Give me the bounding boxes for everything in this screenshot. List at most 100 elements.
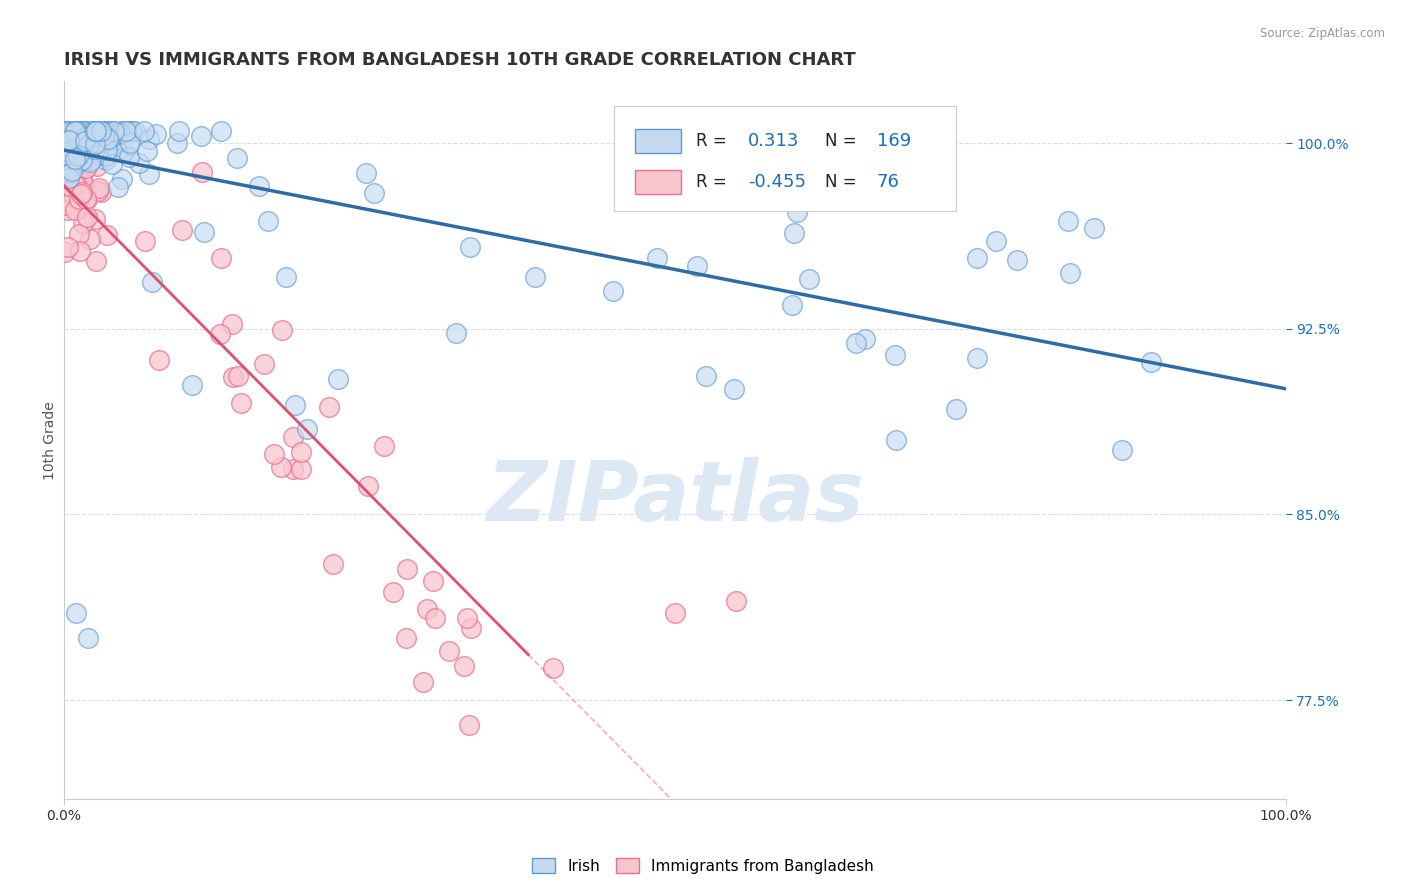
Point bbox=[58, 133, 80, 147]
Point bbox=[58, 170, 80, 185]
Point bbox=[263, 447, 285, 461]
Point bbox=[72, 124, 94, 138]
Point bbox=[112, 145, 135, 160]
Point bbox=[645, 251, 668, 265]
Point bbox=[256, 214, 278, 228]
Text: N =: N = bbox=[825, 173, 856, 191]
Point bbox=[101, 138, 124, 153]
Point bbox=[134, 234, 156, 248]
Point bbox=[984, 235, 1007, 249]
Point bbox=[96, 228, 118, 243]
Point bbox=[72, 135, 94, 149]
Point bbox=[84, 212, 107, 227]
Point bbox=[208, 327, 231, 342]
Point bbox=[226, 369, 249, 384]
Point bbox=[810, 180, 832, 194]
Point bbox=[55, 197, 77, 211]
Point bbox=[209, 124, 232, 138]
Point bbox=[108, 126, 131, 140]
Point bbox=[274, 269, 297, 284]
Point bbox=[396, 562, 419, 576]
Point bbox=[55, 130, 77, 145]
Point bbox=[98, 133, 121, 147]
Point bbox=[128, 155, 150, 169]
Point bbox=[322, 557, 344, 571]
Point bbox=[94, 148, 117, 162]
Point bbox=[782, 226, 804, 240]
Text: R =: R = bbox=[696, 173, 727, 191]
Point bbox=[69, 124, 91, 138]
Point bbox=[290, 461, 312, 475]
Point bbox=[82, 137, 104, 152]
Point bbox=[225, 151, 247, 165]
Point bbox=[75, 129, 97, 144]
Point bbox=[93, 128, 115, 143]
Point bbox=[90, 186, 112, 200]
Text: IRISH VS IMMIGRANTS FROM BANGLADESH 10TH GRADE CORRELATION CHART: IRISH VS IMMIGRANTS FROM BANGLADESH 10TH… bbox=[65, 51, 856, 69]
Point bbox=[111, 172, 134, 186]
Point bbox=[412, 674, 434, 689]
Point bbox=[1005, 253, 1028, 268]
Point bbox=[193, 226, 215, 240]
Point bbox=[121, 124, 143, 138]
Point bbox=[104, 132, 127, 146]
Point bbox=[966, 351, 988, 365]
Point bbox=[79, 130, 101, 145]
Point bbox=[63, 152, 86, 166]
Point bbox=[55, 124, 77, 138]
Point bbox=[457, 718, 479, 732]
Point bbox=[73, 124, 96, 138]
Point bbox=[415, 602, 437, 616]
Text: Source: ZipAtlas.com: Source: ZipAtlas.com bbox=[1260, 27, 1385, 40]
Point bbox=[72, 124, 94, 138]
Point bbox=[90, 124, 112, 138]
Point bbox=[55, 148, 77, 162]
Point bbox=[91, 134, 114, 148]
Y-axis label: 10th Grade: 10th Grade bbox=[44, 401, 58, 480]
Point bbox=[190, 128, 212, 143]
Point bbox=[55, 128, 77, 143]
Point bbox=[65, 178, 87, 192]
Point bbox=[69, 126, 91, 140]
Point bbox=[138, 132, 160, 146]
Point bbox=[297, 422, 319, 436]
Point bbox=[124, 124, 146, 138]
Point bbox=[118, 136, 141, 151]
Point bbox=[84, 124, 107, 138]
Point bbox=[797, 272, 820, 286]
Point bbox=[58, 169, 80, 183]
Point bbox=[271, 323, 294, 337]
Point bbox=[883, 348, 905, 362]
Point bbox=[87, 180, 110, 194]
Point bbox=[103, 124, 125, 138]
Point bbox=[446, 326, 468, 341]
Point bbox=[67, 124, 90, 138]
Point bbox=[101, 124, 124, 138]
Point bbox=[65, 131, 87, 145]
Point bbox=[84, 147, 107, 161]
Point bbox=[110, 128, 132, 143]
Point bbox=[328, 372, 350, 386]
Point bbox=[69, 127, 91, 141]
Point bbox=[780, 297, 803, 311]
Point bbox=[458, 240, 481, 254]
Point bbox=[53, 245, 76, 260]
Point bbox=[76, 136, 98, 151]
Point bbox=[84, 136, 107, 151]
Point bbox=[290, 444, 312, 458]
Point bbox=[84, 254, 107, 268]
Point bbox=[69, 124, 91, 138]
Point bbox=[75, 161, 97, 176]
Point bbox=[363, 186, 385, 201]
Point bbox=[55, 144, 77, 158]
Point bbox=[66, 124, 89, 138]
Point bbox=[845, 336, 868, 351]
Point bbox=[98, 124, 121, 138]
Point bbox=[76, 210, 98, 224]
Point bbox=[60, 124, 83, 138]
Point bbox=[120, 124, 142, 138]
Point bbox=[65, 153, 87, 167]
Point bbox=[79, 232, 101, 246]
Point bbox=[91, 127, 114, 141]
Point bbox=[65, 607, 87, 621]
